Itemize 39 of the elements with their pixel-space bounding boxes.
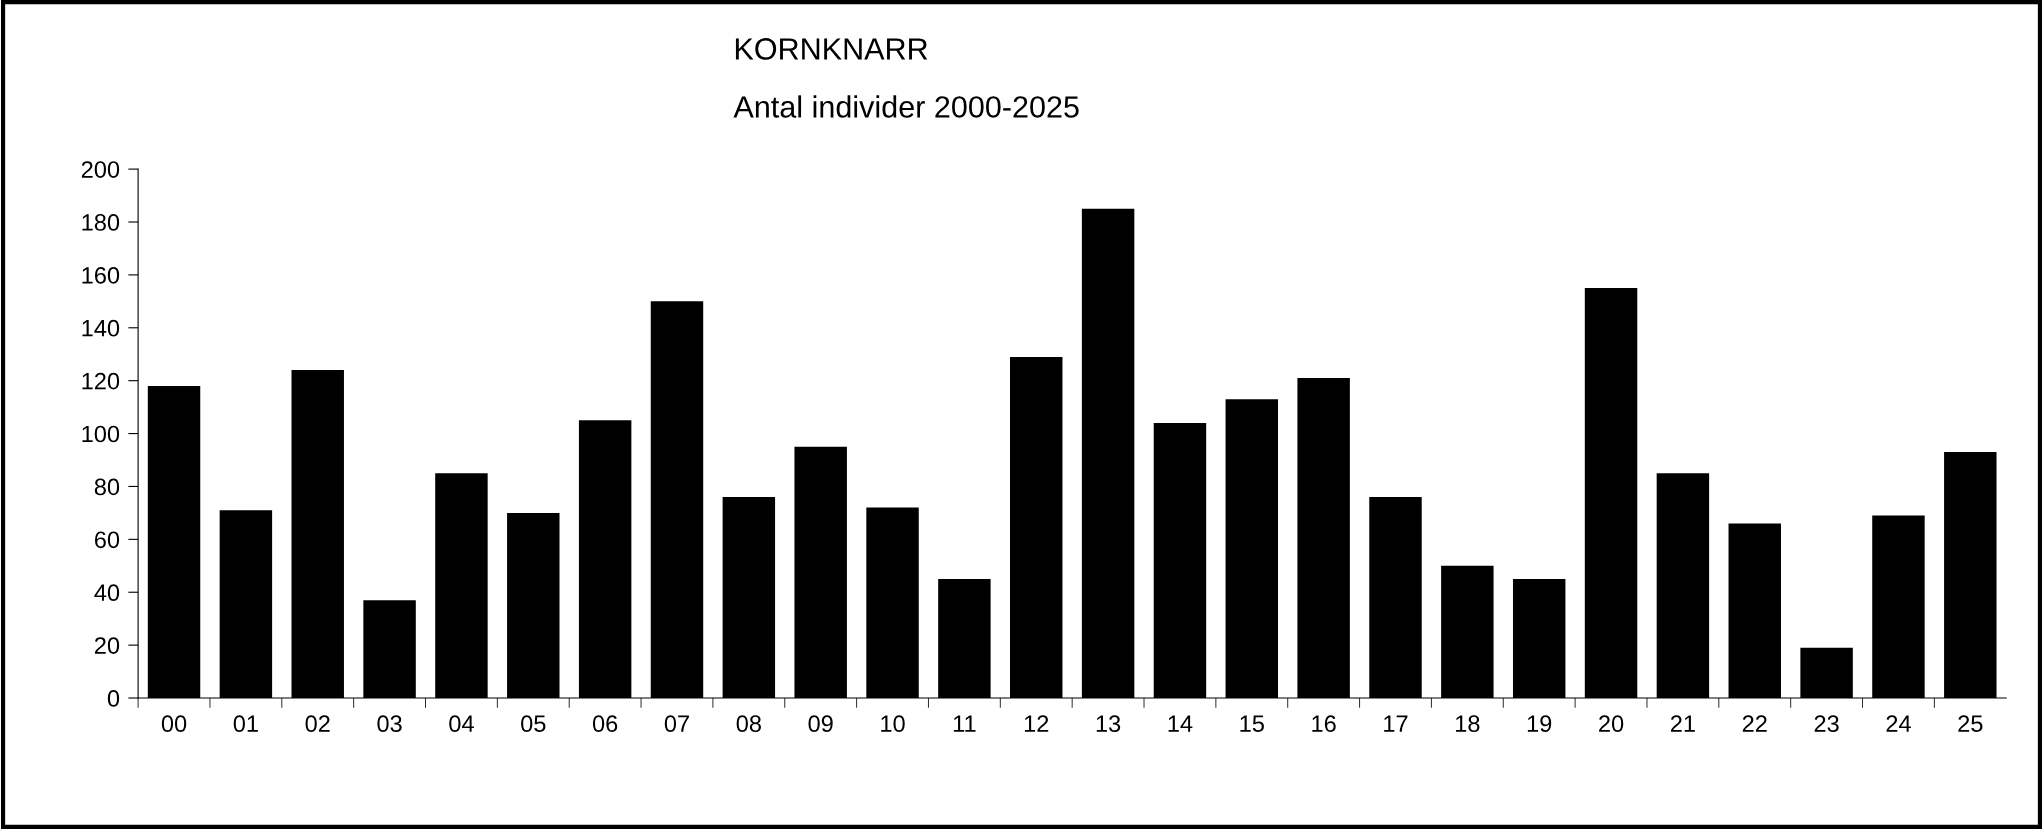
y-tick-label: 60 [94,531,120,549]
x-tick-label: 18 [1456,715,1480,733]
x-tick-label: 03 [377,715,402,733]
y-tick-label: 0 [107,690,120,707]
x-tick-label: 25 [1958,715,1983,733]
x-tick-label: 13 [1096,715,1121,733]
y-tick-label: 80 [94,478,120,496]
x-tick-label: 05 [521,715,546,733]
x-tick-label: 12 [1024,715,1049,732]
y-tick-label: 180 [82,214,120,231]
x-tick-label: 19 [1527,715,1552,733]
x-tick-label: 16 [1312,715,1336,733]
x-tick-label: 17 [1384,715,1408,732]
x-tick-label: 20 [1599,715,1624,733]
x-tick-label: 10 [881,715,905,733]
x-tick-label: 01 [233,715,258,733]
x-tick-label: 09 [808,715,833,733]
x-tick-label: 08 [736,715,761,733]
x-tick-label: 22 [1742,715,1767,732]
x-tick-label: 15 [1240,715,1264,733]
x-tick-label: 00 [161,715,187,733]
x-tick-label: 02 [305,715,330,733]
x-tick-label: 24 [1886,715,1911,732]
y-tick-label: 140 [82,319,120,337]
y-tick-label: 120 [82,372,120,390]
x-tick-label: 04 [449,715,474,733]
x-tick-label: 14 [1168,715,1193,732]
chart-title: KORNKNARR [735,38,928,60]
x-tick-label: 23 [1814,715,1839,733]
y-tick-label: 200 [81,161,120,178]
y-tick-label: 40 [94,584,120,602]
chart-subtitle: Antal individer 2000-2025 [733,95,1079,118]
x-tick-label: 21 [1670,715,1695,732]
y-tick-label: 20 [94,637,120,654]
x-tick-label: 07 [664,715,689,733]
x-tick-label: 06 [592,715,618,733]
x-tick-label: 11 [953,715,976,732]
y-tick-label: 100 [82,425,120,443]
y-tick-label: 160 [82,266,120,284]
